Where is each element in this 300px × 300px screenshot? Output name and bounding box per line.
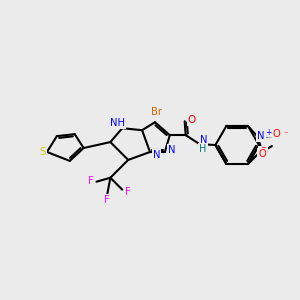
Text: N: N bbox=[257, 131, 265, 141]
Text: O: O bbox=[259, 147, 267, 157]
Text: Br: Br bbox=[152, 107, 162, 117]
Text: ⁻: ⁻ bbox=[284, 130, 288, 140]
Text: NH: NH bbox=[110, 118, 125, 128]
Text: O: O bbox=[273, 129, 281, 139]
Text: F: F bbox=[88, 176, 93, 186]
Text: O: O bbox=[188, 115, 196, 125]
Text: N: N bbox=[153, 150, 161, 160]
Text: N: N bbox=[168, 145, 176, 155]
Text: N: N bbox=[200, 135, 207, 145]
Text: H: H bbox=[199, 144, 206, 154]
Text: F: F bbox=[125, 187, 131, 196]
Text: F: F bbox=[103, 194, 109, 205]
Text: O: O bbox=[258, 149, 266, 159]
Text: +: + bbox=[266, 128, 272, 136]
Text: S: S bbox=[40, 147, 46, 157]
